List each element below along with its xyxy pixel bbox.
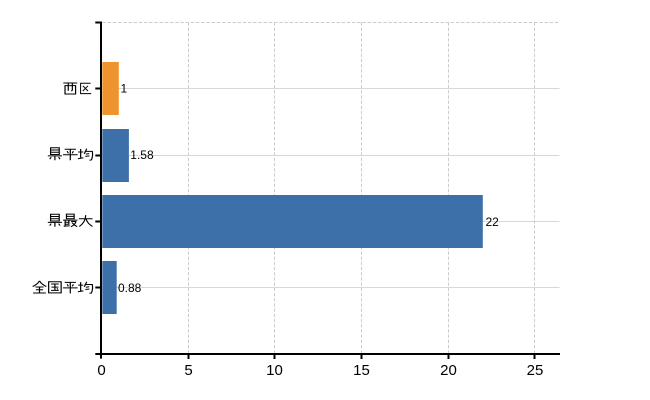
- svg-text:22: 22: [486, 215, 500, 229]
- svg-text:25: 25: [527, 362, 544, 379]
- svg-text:1.58: 1.58: [130, 148, 154, 162]
- svg-text:10: 10: [266, 362, 283, 379]
- svg-text:0.88: 0.88: [118, 281, 142, 295]
- svg-text:1: 1: [121, 81, 128, 95]
- svg-text:0: 0: [97, 362, 105, 379]
- svg-text:5: 5: [184, 362, 192, 379]
- svg-text:20: 20: [440, 362, 457, 379]
- svg-text:15: 15: [353, 362, 370, 379]
